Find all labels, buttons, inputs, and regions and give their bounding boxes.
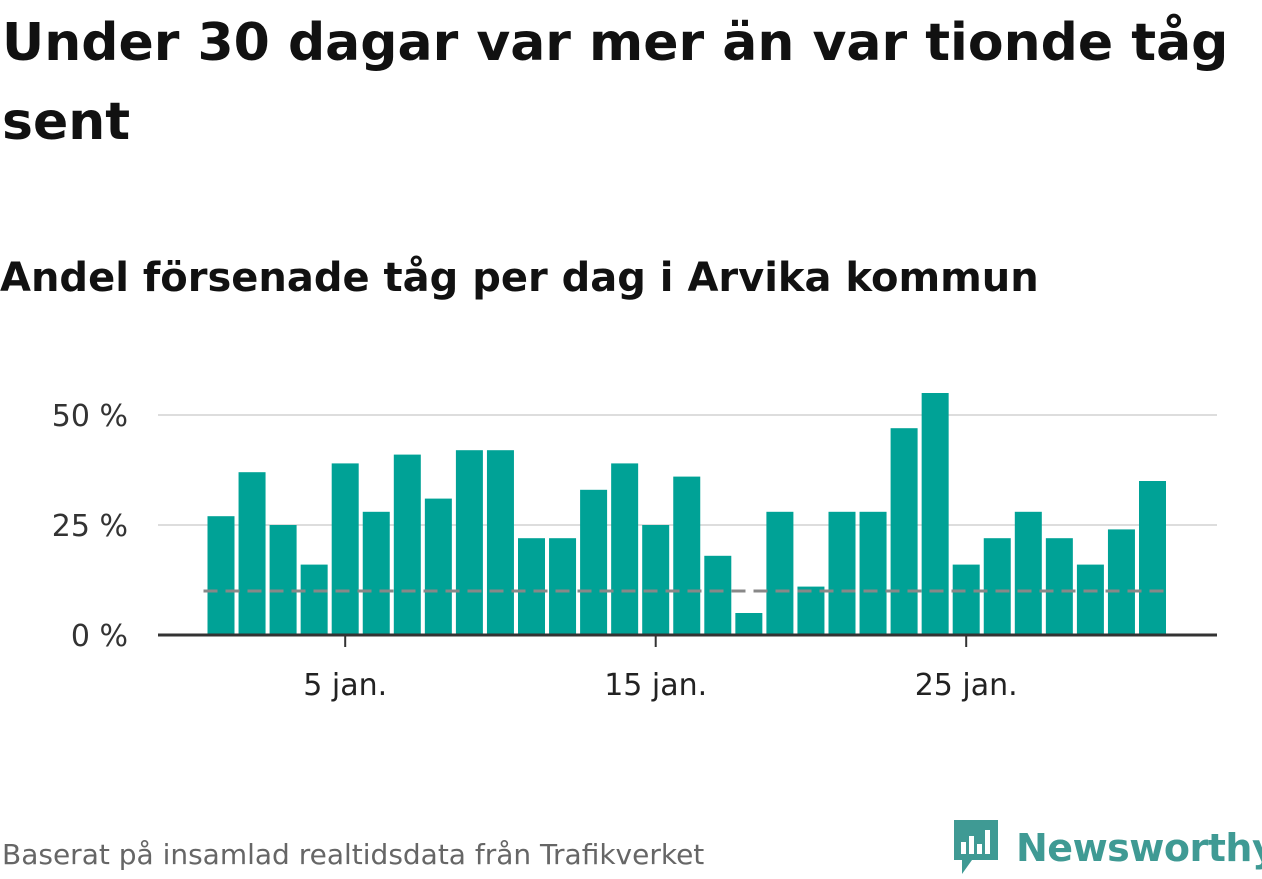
x-tick-label: 15 jan. xyxy=(604,668,707,703)
bar xyxy=(797,586,825,635)
bar xyxy=(238,472,266,635)
bar xyxy=(455,450,483,635)
y-tick-label: 25 % xyxy=(52,509,128,544)
bar xyxy=(300,564,328,635)
bar xyxy=(549,538,577,635)
bar xyxy=(424,498,452,635)
bar xyxy=(1107,529,1135,635)
source-note: Baserat på insamlad realtidsdata från Tr… xyxy=(2,838,705,871)
logo-text: Newsworthy xyxy=(1016,826,1262,870)
y-tick-label: 50 % xyxy=(52,399,128,434)
bar xyxy=(393,454,421,635)
bar xyxy=(1045,538,1073,635)
bar-chart: 0 % 25 % 50 % 5 jan. 15 jan. 25 jan. xyxy=(52,393,1217,703)
bar xyxy=(828,511,856,635)
bar xyxy=(611,463,639,635)
bar xyxy=(518,538,545,635)
bar xyxy=(952,564,980,635)
newsworthy-logo: Newsworthy xyxy=(950,818,1262,878)
bar-chart-speech-bubble-icon xyxy=(954,820,998,874)
bar xyxy=(269,525,297,635)
bar xyxy=(1139,481,1166,635)
chart-title: Under 30 dagar var mer än var tionde tåg… xyxy=(2,13,1229,152)
bar xyxy=(766,511,794,635)
bar xyxy=(331,463,359,635)
bar xyxy=(673,476,701,635)
x-tick-label: 5 jan. xyxy=(303,668,387,703)
x-tick-label: 25 jan. xyxy=(915,668,1018,703)
axes: 0 % 25 % 50 % 5 jan. 15 jan. 25 jan. xyxy=(52,399,1217,703)
bar xyxy=(486,450,514,635)
bar xyxy=(1076,564,1104,635)
bar xyxy=(859,511,887,635)
bar xyxy=(580,489,608,635)
bar xyxy=(983,538,1011,635)
bar xyxy=(921,393,949,635)
bar xyxy=(362,511,390,635)
bar xyxy=(642,525,670,635)
bar xyxy=(1014,511,1042,635)
bar xyxy=(890,428,918,635)
bar xyxy=(735,613,763,635)
bars xyxy=(207,393,1166,635)
chart-subtitle: Andel försenade tåg per dag i Arvika kom… xyxy=(0,255,1039,301)
bar xyxy=(704,555,732,635)
bar xyxy=(207,516,235,635)
y-tick-label: 0 % xyxy=(71,619,128,654)
